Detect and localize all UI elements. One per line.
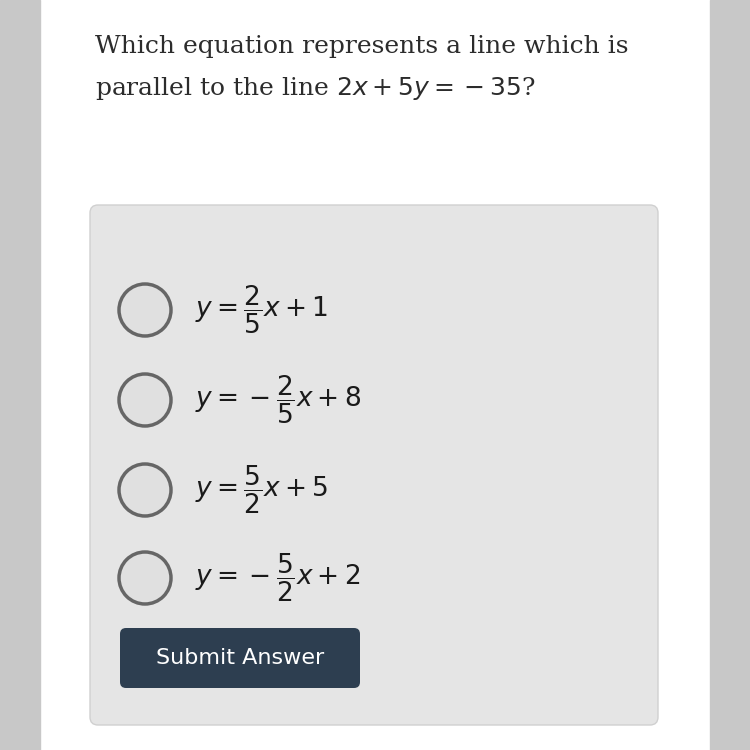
Text: Which equation represents a line which is: Which equation represents a line which i… bbox=[95, 35, 628, 58]
Circle shape bbox=[119, 374, 171, 426]
Circle shape bbox=[119, 284, 171, 336]
Bar bbox=[710, 0, 750, 750]
Text: $y = \dfrac{5}{2}x + 5$: $y = \dfrac{5}{2}x + 5$ bbox=[195, 464, 328, 516]
FancyBboxPatch shape bbox=[120, 628, 360, 688]
Bar bbox=[0, 0, 40, 750]
Text: Submit Answer: Submit Answer bbox=[156, 648, 324, 668]
Circle shape bbox=[119, 552, 171, 604]
Text: $y = -\dfrac{2}{5}x + 8$: $y = -\dfrac{2}{5}x + 8$ bbox=[195, 374, 361, 426]
Text: $y = -\dfrac{5}{2}x + 2$: $y = -\dfrac{5}{2}x + 2$ bbox=[195, 552, 360, 604]
Text: $y = \dfrac{2}{5}x + 1$: $y = \dfrac{2}{5}x + 1$ bbox=[195, 284, 328, 336]
Text: parallel to the line $2x + 5y = -35$?: parallel to the line $2x + 5y = -35$? bbox=[95, 75, 536, 102]
Circle shape bbox=[119, 464, 171, 516]
FancyBboxPatch shape bbox=[90, 205, 658, 725]
